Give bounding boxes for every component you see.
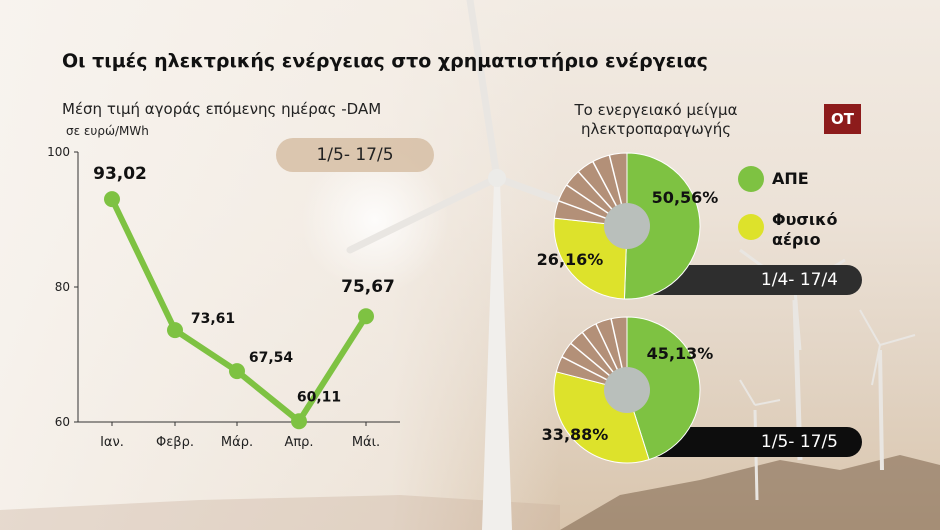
pie-value-label: 26,16%: [537, 250, 604, 269]
legend-swatch-res: [738, 166, 764, 192]
pie-slice: [623, 152, 701, 300]
data-point: [291, 413, 307, 430]
x-tick-label: Μάι.: [352, 435, 380, 450]
series-line: [109, 196, 369, 425]
chart-title: Οι τιμές ηλεκτρικής ενέργειας στο χρηματ…: [62, 50, 708, 72]
data-label: 75,67: [341, 277, 395, 297]
legend-label-gas-text: Φυσικό αέριο: [772, 210, 838, 249]
landscape-illustration: [0, 455, 940, 530]
pie-value-label: 50,56%: [652, 188, 719, 207]
line-period-pill: 1/5- 17/5: [276, 138, 434, 172]
y-tick-label: 80: [55, 280, 70, 294]
pie-value-label: 45,13%: [647, 344, 714, 363]
line-chart-subtitle: Μέση τιμή αγοράς επόμενης ημέρας -DAM: [62, 100, 382, 118]
data-label: 73,61: [191, 311, 235, 327]
data-point: [358, 308, 374, 325]
pie-hole: [604, 203, 650, 249]
unit-label: σε ευρώ/MWh: [66, 124, 149, 138]
pie-value-label: 33,88%: [542, 425, 609, 444]
data-label: 60,11: [297, 389, 341, 405]
x-tick-label: Απρ.: [284, 435, 313, 450]
x-tick-label: Μάρ.: [221, 435, 253, 450]
legend-swatch-gas: [738, 214, 764, 240]
data-point: [104, 191, 120, 208]
x-tick-label: Ιαν.: [100, 435, 124, 450]
legend-label-gas: Φυσικό αέριο: [772, 210, 862, 250]
ot-logo: OT: [824, 104, 861, 134]
mix-title: Το ενεργειακό μείγμα ηλεκτροπαραγωγής: [574, 101, 738, 138]
data-label: 67,54: [249, 350, 294, 366]
data-point: [167, 322, 183, 339]
pie-slice: [626, 316, 701, 461]
data-point: [229, 363, 245, 380]
legend-label-res: ΑΠΕ: [772, 169, 809, 188]
pie-hole: [604, 367, 650, 413]
x-tick-label: Φεβρ.: [156, 435, 194, 450]
background-overlay: [0, 0, 560, 530]
y-tick-label: 100: [47, 145, 70, 159]
data-label: 93,02: [93, 164, 147, 184]
y-tick-label: 60: [55, 415, 70, 429]
pie1-period-pill: 1/4- 17/4: [640, 265, 862, 295]
